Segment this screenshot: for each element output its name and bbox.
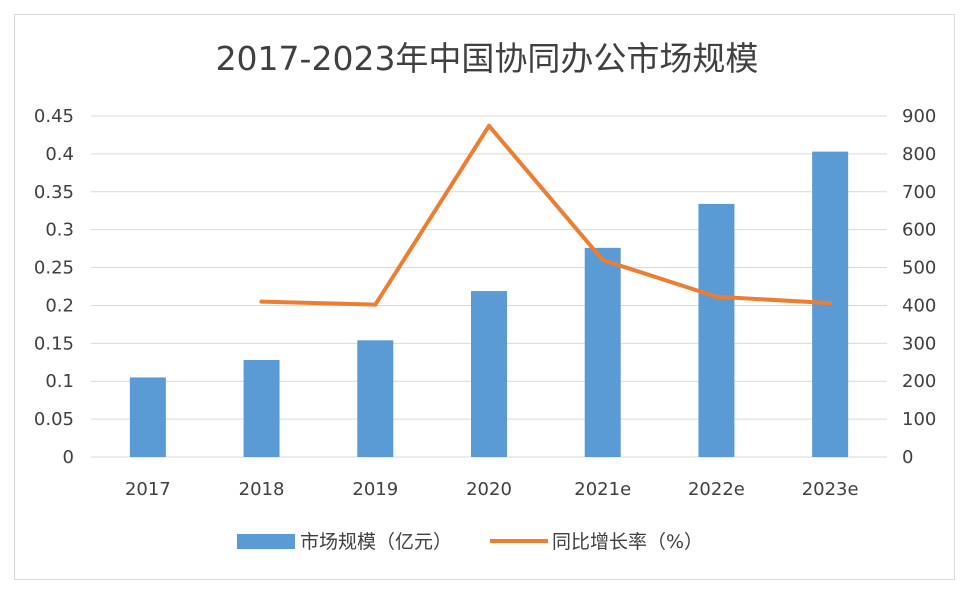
y-left-tick-label: 0.4 xyxy=(45,144,74,165)
bar-2022e xyxy=(698,203,735,457)
line-point-2023e xyxy=(828,301,833,306)
line-growth-rate xyxy=(259,123,833,307)
y-left-tick-label: 0.3 xyxy=(45,220,74,241)
y-right-tick-label: 600 xyxy=(902,220,936,241)
legend-label-bar: 市场规模（亿元） xyxy=(300,531,452,553)
y-right-tick-label: 200 xyxy=(902,371,936,392)
y-left-tick-label: 0.2 xyxy=(45,295,74,316)
x-tick-label: 2021e xyxy=(574,479,631,500)
y-left-tick-label: 0.15 xyxy=(34,333,74,354)
line-point-2020 xyxy=(487,123,491,128)
line-point-2019 xyxy=(373,302,378,307)
y-right-tick-label: 400 xyxy=(902,295,936,316)
x-tick-label: 2017 xyxy=(125,479,171,500)
y-axis-right: 0 100 200 300 400 500 600 700 800 900 xyxy=(902,106,936,468)
bar-2021e xyxy=(584,247,621,457)
y-left-tick-label: 0.35 xyxy=(34,182,74,203)
x-tick-label: 2023e xyxy=(802,479,859,500)
bar-2020 xyxy=(471,291,507,457)
y-right-tick-label: 500 xyxy=(902,258,936,279)
y-left-tick-label: 0 xyxy=(63,447,74,468)
x-tick-label: 2018 xyxy=(239,479,285,500)
y-left-tick-label: 0.25 xyxy=(34,258,74,279)
legend-label-line: 同比增长率（%） xyxy=(552,531,703,553)
y-left-tick-label: 0.05 xyxy=(34,409,74,430)
bar-2017 xyxy=(129,377,166,457)
y-right-tick-label: 900 xyxy=(902,106,936,127)
y-right-tick-label: 0 xyxy=(902,447,913,468)
y-right-tick-label: 700 xyxy=(902,182,936,203)
x-tick-label: 2019 xyxy=(352,479,398,500)
growth-rate-line xyxy=(259,123,833,307)
gridlines xyxy=(91,115,887,458)
line-point-2022e xyxy=(714,294,719,299)
y-right-tick-label: 300 xyxy=(902,333,936,354)
bars-market-size xyxy=(129,151,849,458)
y-left-tick-label: 0.45 xyxy=(34,106,74,127)
y-right-tick-label: 800 xyxy=(902,144,936,165)
x-tick-label: 2022e xyxy=(688,479,745,500)
x-axis: 2017 2018 2019 2020 2021e 2022e 2023e xyxy=(125,479,859,500)
line-point-2021e xyxy=(600,257,605,262)
legend-swatch-bar xyxy=(237,534,295,549)
bar-2018 xyxy=(243,360,280,457)
y-left-tick-label: 0.1 xyxy=(45,371,74,392)
y-axis-left: 0 0.05 0.1 0.15 0.2 0.25 0.3 0.35 0.4 0.45 xyxy=(34,106,74,468)
chart-title: 2017-2023年中国协同办公市场规模 xyxy=(216,39,759,78)
bar-2019 xyxy=(357,340,394,457)
x-tick-label: 2020 xyxy=(466,479,512,500)
y-right-tick-label: 100 xyxy=(902,409,936,430)
line-point-2018 xyxy=(259,299,264,304)
legend: 市场规模（亿元） 同比增长率（%） xyxy=(237,531,703,553)
